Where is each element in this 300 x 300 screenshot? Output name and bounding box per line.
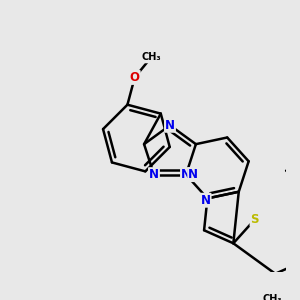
Text: N: N	[201, 194, 211, 207]
Text: N: N	[149, 168, 159, 181]
Text: S: S	[250, 213, 259, 226]
Text: N: N	[181, 168, 191, 181]
Text: CH₃: CH₃	[141, 52, 161, 62]
Text: CH₃: CH₃	[263, 294, 282, 300]
Text: N: N	[165, 119, 175, 132]
Text: O: O	[130, 71, 140, 84]
Text: N: N	[188, 168, 198, 181]
